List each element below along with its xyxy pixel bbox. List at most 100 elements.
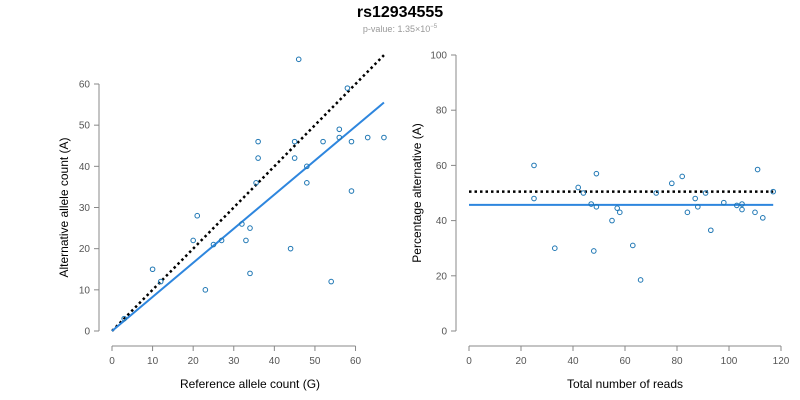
reference-line (111, 54, 385, 332)
data-point (247, 225, 253, 231)
x-tick-label: 10 (147, 356, 159, 367)
p-value-label: p-value: 1.35×10 (362, 24, 431, 34)
data-point (239, 221, 245, 227)
data-point (194, 212, 201, 219)
x-tick-label: 60 (350, 356, 362, 367)
data-point (609, 217, 615, 224)
data-point (121, 315, 127, 322)
data-point (304, 163, 310, 170)
data-point (739, 206, 745, 213)
x-tick-label: 0 (466, 356, 472, 367)
y-tick-label: 0 (84, 327, 90, 338)
data-point (190, 237, 196, 244)
y-tick-label: 100 (430, 51, 447, 62)
y-tick-label: 60 (79, 80, 91, 91)
data-point (336, 134, 343, 141)
y-tick-label: 10 (79, 285, 91, 296)
data-point (580, 190, 587, 196)
chart-title: rs12934555 (356, 4, 444, 21)
data-point (328, 278, 334, 285)
y-tick-label: 30 (79, 203, 91, 214)
data-point (255, 138, 261, 145)
data-point (591, 248, 597, 254)
data-point (253, 180, 259, 186)
data-point (684, 209, 691, 216)
data-point (593, 204, 600, 210)
x-axis-label: Total number of reads (567, 377, 683, 391)
data-point (692, 195, 699, 202)
data-point (739, 201, 745, 207)
data-point (320, 138, 326, 145)
data-point (531, 162, 537, 169)
x-axis-label: Reference allele count (G) (180, 377, 320, 391)
x-tick-label: 0 (109, 356, 115, 367)
data-point (669, 180, 675, 187)
data-point (247, 270, 253, 277)
data-point (202, 287, 209, 293)
x-tick-label: 30 (228, 356, 240, 367)
chart-subtitle: p-value: 1.35×10−5 (0, 24, 800, 34)
data-point (291, 138, 298, 145)
x-tick-label: 120 (773, 356, 790, 367)
data-point (588, 201, 595, 207)
data-point (381, 134, 387, 141)
y-axis-label: Percentage alternative (A) (410, 123, 424, 262)
data-point (708, 227, 714, 234)
data-point (336, 126, 343, 133)
data-point (157, 278, 164, 285)
data-point (679, 173, 686, 180)
data-point (760, 215, 766, 221)
y-tick-label: 80 (436, 106, 448, 117)
data-point (552, 245, 558, 251)
y-tick-label: 40 (436, 216, 448, 227)
y-tick-label: 20 (79, 244, 91, 255)
data-point (344, 85, 351, 91)
data-point (754, 166, 761, 173)
data-point (291, 155, 298, 161)
data-point (531, 195, 537, 202)
data-point (287, 245, 294, 252)
data-point (614, 205, 621, 211)
data-point (770, 188, 777, 195)
data-point (255, 155, 261, 161)
p-value-exponent: −5 (430, 24, 438, 30)
data-point (348, 138, 355, 145)
y-tick-label: 60 (436, 161, 448, 172)
data-point (637, 277, 644, 283)
data-point (721, 199, 727, 206)
y-axis-label: Alternative allele count (A) (57, 137, 71, 277)
y-tick-label: 40 (79, 162, 91, 173)
data-point (575, 184, 582, 191)
x-tick-label: 40 (269, 356, 281, 367)
data-point (617, 209, 623, 216)
x-tick-label: 100 (721, 356, 738, 367)
data-point (593, 170, 600, 177)
data-point (210, 241, 217, 248)
plot-panel-right: 0 20 40 60 80 100 120 0 20 40 60 80 100 Total number … (410, 51, 790, 392)
data-point (149, 266, 156, 273)
x-tick-label: 40 (567, 356, 579, 367)
data-point (218, 237, 225, 244)
x-tick-label: 60 (619, 356, 631, 367)
x-tick-label: 20 (188, 356, 200, 367)
x-tick-label: 80 (671, 356, 683, 367)
data-point (243, 237, 249, 244)
fit-line (111, 101, 385, 332)
x-tick-label: 50 (309, 356, 321, 367)
data-point (702, 190, 709, 196)
data-point (295, 56, 302, 63)
data-point (304, 180, 310, 186)
y-tick-label: 0 (441, 327, 447, 338)
plot-panel-left: 0 10 20 30 40 50 60 0 10 20 30 40 50 60 Reference alle… (57, 54, 387, 391)
x-tick-label: 20 (515, 356, 527, 367)
data-point (695, 204, 701, 210)
data-point (734, 202, 740, 209)
data-point (653, 190, 660, 196)
data-point (752, 209, 758, 216)
data-point (630, 242, 636, 249)
y-tick-label: 50 (79, 121, 91, 132)
y-tick-label: 20 (436, 271, 448, 282)
data-point (348, 188, 355, 194)
data-point (364, 134, 371, 141)
